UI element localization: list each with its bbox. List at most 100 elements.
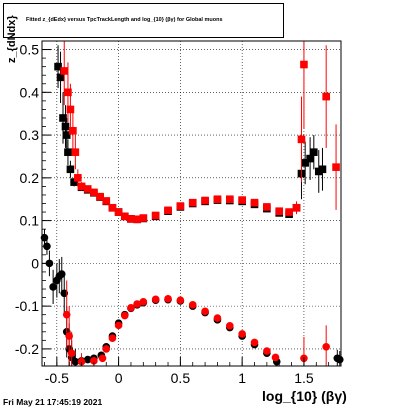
data-point (83, 185, 92, 193)
data-point (238, 330, 246, 338)
y-tick-label: 0.1 (20, 213, 40, 229)
chart-title-text: Fitted z_{dEdx} versus TpcTrackLength an… (26, 17, 223, 23)
data-point (98, 354, 107, 363)
data-point (133, 215, 141, 224)
grid-lines (42, 41, 341, 366)
data-point (271, 353, 280, 362)
data-point (114, 321, 123, 330)
data-point (120, 311, 129, 320)
footer-timestamp: Fri May 21 17:45:19 2021 (3, 397, 103, 407)
data-point (176, 296, 185, 304)
data-point (59, 114, 67, 122)
data-point (201, 307, 209, 316)
data-point (62, 131, 71, 139)
data-point (226, 195, 234, 204)
data-point (292, 203, 301, 212)
data-point (300, 60, 308, 69)
data-point (226, 322, 234, 330)
x-tick-label: 0.5 (171, 370, 191, 386)
y-tick-label: -0.2 (15, 341, 39, 357)
data-point (275, 207, 284, 215)
data-point (71, 357, 80, 366)
axis-ticks: -0.5 0 0.5 1 1.5 -0.2 -0.1 0 0.1 0.2 0.3 0.4 0.5 (15, 42, 330, 386)
data-point (108, 334, 117, 343)
x-axis-label: log_{10} (βγ) (262, 388, 347, 404)
data-point (71, 148, 80, 156)
data-point (56, 73, 65, 82)
data-point (62, 310, 71, 319)
y-tick-label: 0.4 (20, 84, 40, 100)
data-point (188, 301, 197, 309)
data-series-layer (40, 41, 344, 366)
data-point (66, 165, 75, 174)
data-point (69, 127, 77, 135)
data-point (301, 159, 309, 167)
data-point (108, 203, 117, 212)
data-point (332, 163, 340, 171)
y-tick-label: -0.1 (15, 298, 39, 314)
data-point (164, 295, 172, 303)
data-point (139, 214, 148, 222)
y-tick-label: 0.3 (20, 127, 40, 143)
y-tick-label: 0.5 (20, 42, 40, 58)
data-point (102, 197, 111, 205)
data-point (213, 195, 222, 204)
data-point (67, 349, 76, 357)
data-point (57, 270, 66, 278)
data-point (151, 211, 160, 220)
data-point (90, 357, 98, 365)
y-tick-label: 0 (31, 255, 39, 271)
data-point (60, 67, 69, 75)
data-point (64, 88, 72, 97)
data-point (250, 338, 259, 347)
data-point (64, 148, 72, 156)
data-point (263, 347, 271, 355)
data-point (306, 154, 314, 163)
data-point (188, 198, 197, 207)
data-point (120, 212, 129, 221)
data-point (139, 298, 148, 306)
data-point (74, 174, 82, 182)
data-point (102, 345, 111, 353)
data-point (322, 342, 330, 351)
data-point (176, 202, 185, 210)
data-point (70, 178, 78, 186)
data-point (127, 304, 135, 312)
data-point (61, 122, 70, 131)
data-point (54, 62, 62, 71)
data-point (60, 289, 69, 298)
data-point (49, 283, 57, 291)
data-point (77, 357, 86, 366)
data-point (164, 206, 172, 215)
data-point (322, 92, 330, 101)
y-tick-label: 0.2 (20, 170, 40, 186)
data-point (201, 196, 209, 205)
data-point (263, 203, 271, 211)
data-point (151, 295, 160, 304)
data-point (65, 332, 73, 340)
data-point (127, 215, 135, 223)
x-tick-label: 0 (115, 370, 123, 386)
data-point (77, 182, 86, 191)
data-point (250, 198, 259, 207)
data-point (66, 105, 75, 114)
x-tick-label: 1 (238, 370, 246, 386)
data-point (114, 208, 123, 216)
data-point (43, 242, 51, 251)
x-tick-label: 1.5 (294, 370, 314, 386)
data-point (238, 196, 246, 204)
data-point (133, 300, 141, 308)
chart-title: Fitted z_{dEdx} versus TpcTrackLength an… (3, 3, 284, 38)
data-point (90, 188, 98, 197)
x-tick-label: -0.5 (45, 370, 69, 386)
data-point (83, 355, 92, 364)
data-point (285, 208, 293, 216)
data-point (297, 135, 306, 144)
data-point (318, 165, 327, 174)
data-point (213, 314, 222, 322)
data-point (335, 355, 344, 364)
data-point (96, 192, 104, 201)
data-point (310, 148, 318, 156)
y-axis-label: z_{dNdx} (6, 15, 18, 63)
